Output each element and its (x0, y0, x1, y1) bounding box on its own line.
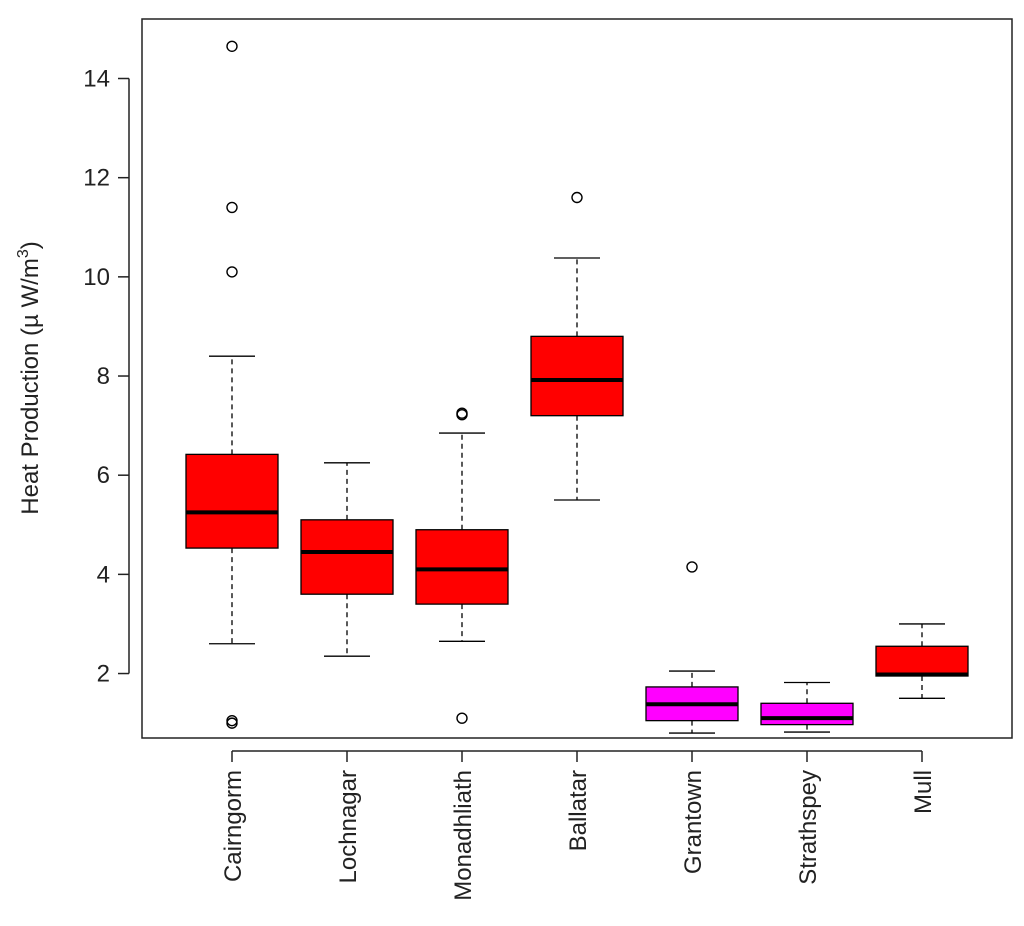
iqr-box (760, 702, 854, 726)
y-tick-label: 8 (97, 363, 110, 390)
y-axis-label-close: ) (17, 241, 44, 249)
y-axis-label-superscript: 3 (15, 249, 32, 258)
outlier-point (456, 408, 468, 421)
outlier-point (226, 201, 238, 214)
y-axis-label-main: Heat Production (µ W/m (17, 258, 44, 515)
outlier-point (571, 191, 583, 204)
x-tick-label-mull: Mull (910, 770, 937, 814)
iqr-box (185, 453, 279, 549)
plot-frame (141, 18, 1013, 739)
iqr-box (300, 519, 394, 595)
iqr-box (530, 335, 624, 417)
x-axis: Cairngorm Lochnagar Monadhliath Ballatar Gra… (220, 750, 937, 901)
outlier-point (226, 717, 238, 729)
box-lochnagar (300, 462, 394, 657)
box-cairngorm (185, 40, 279, 729)
y-tick-label: 2 (97, 661, 110, 688)
x-tick-label-lochnagar: Lochnagar (335, 770, 362, 883)
iqr-box (415, 529, 509, 605)
iqr-box (875, 645, 969, 677)
box-monadhliath (415, 407, 509, 724)
y-tick-label: 10 (83, 264, 110, 291)
x-tick-label-cairngorm: Cairngorm (220, 770, 247, 882)
x-tick-label-monadhliath: Monadhliath (450, 770, 477, 901)
box-ballatar (530, 191, 624, 501)
outlier-point (226, 40, 238, 52)
box-mull (875, 623, 969, 699)
x-tick-label-strathspey: Strathspey (795, 770, 822, 885)
box-strathspey (760, 681, 854, 733)
x-tick-label-grantown: Grantown (680, 770, 707, 874)
y-axis: 2 4 6 8 10 12 14 (83, 66, 130, 688)
y-axis-label: Heat Production (µ W/m3) (15, 241, 44, 514)
outlier-point (456, 712, 468, 724)
outlier-point (686, 561, 698, 573)
x-tick-label-ballatar: Ballatar (565, 770, 592, 851)
y-tick-label: 12 (83, 165, 110, 192)
box-grantown (645, 561, 739, 734)
y-tick-label: 6 (97, 462, 110, 489)
outlier-point (226, 266, 238, 278)
boxes (185, 40, 969, 734)
y-tick-label: 4 (97, 561, 110, 588)
y-tick-label: 14 (83, 66, 110, 93)
